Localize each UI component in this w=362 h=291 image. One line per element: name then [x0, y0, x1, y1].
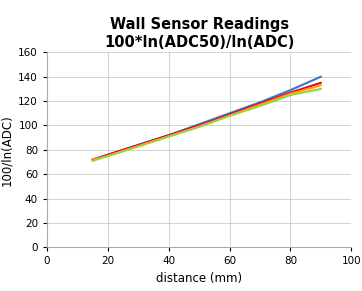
Y-axis label: 100/ln(ADC): 100/ln(ADC)	[0, 114, 13, 186]
Title: Wall Sensor Readings
100*ln(ADC50)/ln(ADC): Wall Sensor Readings 100*ln(ADC50)/ln(AD…	[104, 17, 294, 50]
X-axis label: distance (mm): distance (mm)	[156, 272, 242, 285]
